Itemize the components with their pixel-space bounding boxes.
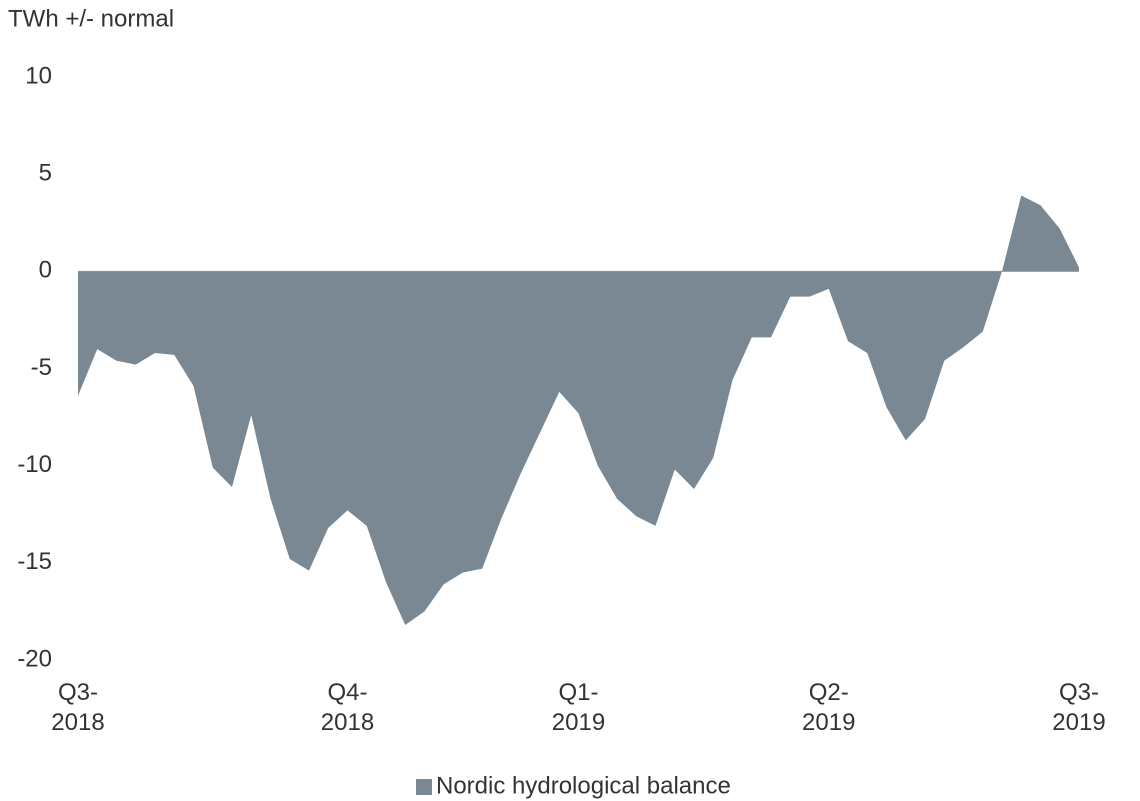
y-tick-label: 10 xyxy=(25,62,52,89)
x-tick-label: Q1-2019 xyxy=(551,679,606,736)
y-tick-label: 0 xyxy=(39,257,52,284)
legend-swatch xyxy=(416,779,432,795)
x-tick-label: Q2-2019 xyxy=(802,679,856,736)
y-tick-label: -10 xyxy=(17,451,52,478)
x-tick-label: Q3-2019 xyxy=(1052,679,1106,736)
y-tick-label: -15 xyxy=(17,548,52,575)
area xyxy=(78,195,1079,626)
y-tick-label: 5 xyxy=(39,160,52,187)
legend-label: Nordic hydrological balance xyxy=(436,772,731,799)
y-tick-label: -20 xyxy=(17,645,52,672)
y-axis-label: TWh +/- normal xyxy=(8,5,174,32)
x-tick-label: Q3-2018 xyxy=(51,679,105,736)
x-tick-label: Q4-2018 xyxy=(320,679,375,736)
y-tick-label: -5 xyxy=(31,354,52,381)
